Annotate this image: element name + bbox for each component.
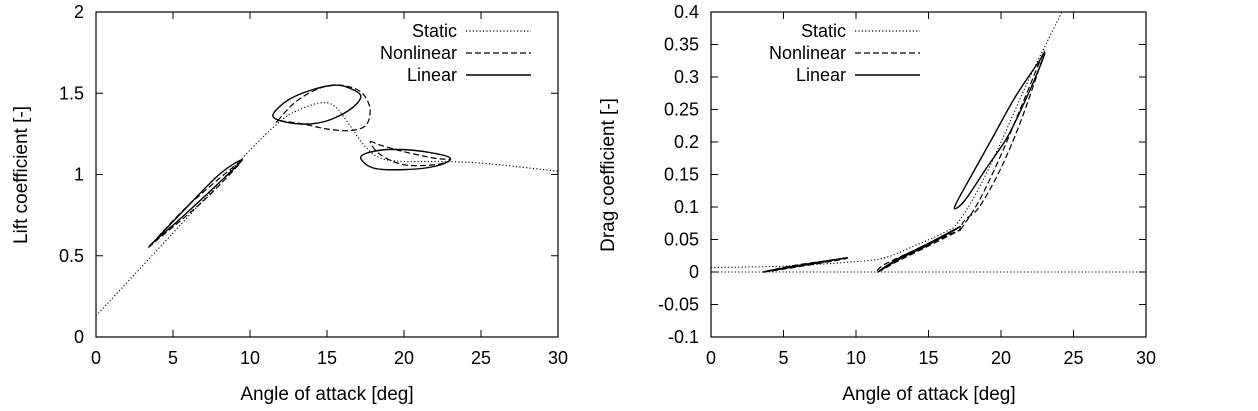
y-axis-label: Lift coefficient [-] [11, 106, 32, 244]
legend-label-nonlinear: Nonlinear [380, 43, 457, 63]
lift-coefficient-plot: 0 5 10 15 20 25 30 0 0.5 1 1.5 2 Angle of attack [d… [11, 2, 568, 405]
y-tick-label: 0.35 [664, 35, 699, 55]
plot-frame [95, 11, 559, 338]
legend: Static Nonlinear Linear [380, 21, 531, 85]
y-tick-label: 0.1 [674, 197, 699, 217]
series-line-nonlinear [275, 84, 371, 132]
x-tick-label: 15 [918, 348, 938, 368]
legend-label-nonlinear: Nonlinear [769, 43, 846, 63]
x-tick-label: 5 [778, 348, 788, 368]
y-tick-label: 0.3 [674, 67, 699, 87]
series-line-linear [148, 159, 243, 248]
series-linear [148, 84, 452, 248]
y-tick-label: -0.1 [668, 327, 699, 347]
x-tick-label: 10 [240, 348, 260, 368]
y-tick-label: 0.25 [664, 100, 699, 120]
legend: Static Nonlinear Linear [769, 21, 920, 85]
x-axis-label: Angle of attack [deg] [842, 384, 1015, 405]
series-line-static [711, 12, 1063, 268]
series-static [96, 102, 558, 317]
x-tick-label: 25 [471, 348, 491, 368]
y-tick-label: 0.4 [674, 2, 699, 22]
x-tick-label: 15 [317, 348, 337, 368]
x-tick-label: 30 [548, 348, 568, 368]
y-tick-label: 0.2 [674, 132, 699, 152]
series-line-nonlinear [876, 229, 962, 273]
y-tick-label: 0.15 [664, 165, 699, 185]
legend-label-linear: Linear [796, 65, 846, 85]
y-tick-label: 0.05 [664, 230, 699, 250]
x-tick-label: 5 [168, 348, 178, 368]
y-tick-label: 0 [689, 262, 699, 282]
legend-label-static: Static [412, 21, 457, 41]
series-line-linear [762, 256, 848, 273]
series-line-nonlinear [959, 50, 1046, 232]
drag-coefficient-plot: 0 5 10 15 20 25 30 -0.1 -0.05 0 0.05 0.1 0.15 0.2 0.25… [598, 2, 1156, 405]
y-tick-label: 1.5 [59, 83, 84, 103]
series-line-linear [953, 52, 1046, 210]
x-tick-label: 20 [394, 348, 414, 368]
y-tick-label: 0.5 [59, 246, 84, 266]
y-tick-label: 1 [74, 165, 84, 185]
series-line-linear [877, 225, 962, 273]
x-tick-label: 20 [991, 348, 1011, 368]
legend-label-static: Static [801, 21, 846, 41]
y-tick-label: 2 [74, 2, 84, 22]
series-static [711, 12, 1063, 268]
y-tick-label: 0 [74, 327, 84, 347]
series-linear [762, 52, 1046, 273]
x-tick-label: 0 [91, 348, 101, 368]
x-tick-label: 0 [706, 348, 716, 368]
legend-label-linear: Linear [407, 65, 457, 85]
series-line-static [96, 102, 558, 317]
x-axis-label: Angle of attack [deg] [240, 384, 413, 405]
x-tick-label: 30 [1136, 348, 1156, 368]
y-tick-label: -0.05 [658, 295, 699, 315]
x-tick-label: 10 [846, 348, 866, 368]
series-line-linear [360, 148, 452, 171]
series-line-linear [272, 84, 362, 125]
series-nonlinear [148, 84, 451, 248]
y-axis-label: Drag coefficient [-] [598, 98, 619, 252]
x-tick-label: 25 [1063, 348, 1083, 368]
